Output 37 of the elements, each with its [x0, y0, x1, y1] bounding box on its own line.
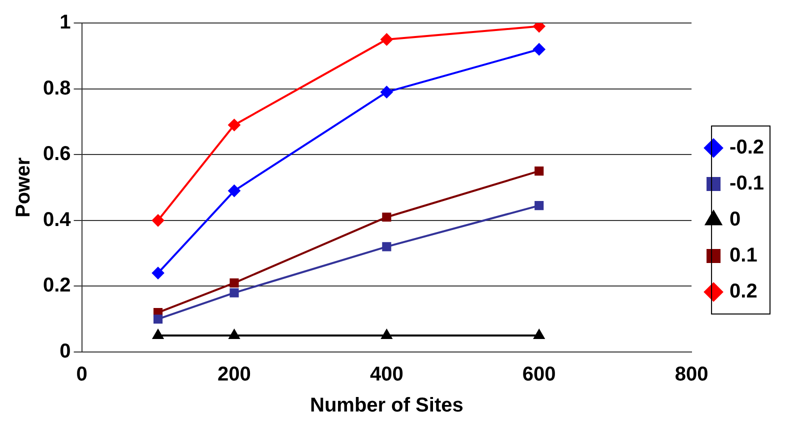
x-tick-label: 200	[218, 364, 251, 386]
y-tick-label: 0	[60, 340, 71, 363]
x-axis-title: Number of Sites	[310, 394, 464, 417]
legend-label: -0.1	[730, 172, 764, 195]
y-tick-label: 0.8	[42, 77, 71, 100]
point	[152, 214, 164, 226]
legend-label: 0	[730, 208, 741, 231]
y-tick-label: 1	[60, 12, 71, 34]
point	[380, 86, 393, 98]
point	[152, 330, 164, 340]
legend-label: 0.1	[730, 244, 758, 267]
y-tick-label: 0.4	[42, 208, 72, 231]
point	[534, 166, 544, 176]
point	[230, 278, 239, 288]
point	[534, 201, 544, 210]
point	[381, 330, 392, 340]
y-tick-label: 0.6	[42, 143, 71, 166]
x-tick-label: 0	[76, 364, 88, 386]
x-tick-label: 600	[522, 364, 556, 386]
y-tick-label: 0.2	[42, 274, 71, 297]
point	[380, 33, 393, 46]
point	[228, 330, 240, 340]
y-axis-title: Power	[12, 157, 35, 218]
point	[230, 288, 239, 298]
point	[382, 242, 392, 252]
point	[153, 314, 163, 324]
legend-label: 0.2	[730, 280, 758, 303]
point	[152, 267, 164, 280]
point	[533, 23, 546, 32]
x-tick-label: 800	[674, 364, 708, 386]
legend-label: -0.2	[730, 136, 764, 159]
point	[534, 330, 544, 340]
point	[228, 184, 240, 197]
point	[533, 43, 546, 56]
x-tick-label: 400	[370, 364, 404, 386]
point	[382, 212, 392, 222]
point	[228, 118, 240, 131]
